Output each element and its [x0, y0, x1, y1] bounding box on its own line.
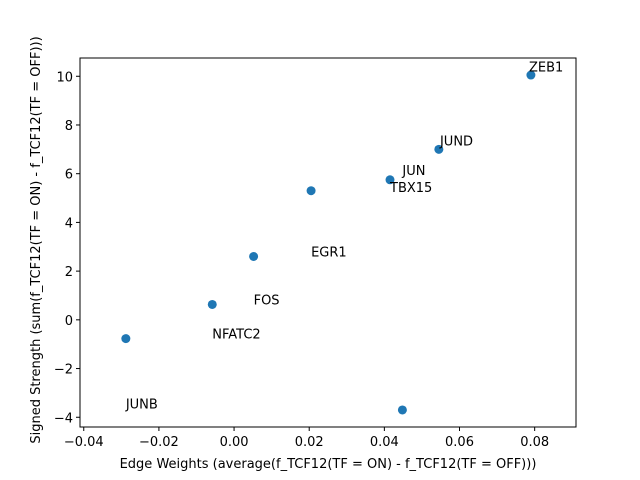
point-label: TBX15 — [389, 181, 432, 196]
point-label: FOS — [254, 293, 280, 308]
data-point — [434, 144, 444, 154]
data-point — [249, 252, 259, 262]
point-label: JUND — [439, 135, 473, 150]
point-label: ZEB1 — [529, 60, 563, 75]
y-tick-label: −4 — [54, 411, 73, 426]
x-tick-label: 0.00 — [220, 435, 249, 450]
data-point — [306, 186, 316, 196]
x-axis-label: Edge Weights (average(f_TCF12(TF = ON) -… — [120, 457, 537, 472]
data-point — [121, 334, 131, 344]
data-point — [397, 405, 407, 415]
data-point — [526, 70, 536, 80]
point-labels: ZEB1 JUND JUN TBX15 EGR1 FOS NFATC2 JUNB — [125, 60, 564, 412]
data-points — [121, 70, 536, 415]
y-tick-label: 10 — [56, 70, 73, 85]
data-point — [385, 175, 395, 185]
y-axis-label: Signed Strength (sum(f_TCF12(TF = ON) - … — [29, 36, 44, 443]
axes: −0.04 −0.02 0.00 0.02 0.04 0.06 0.08 −4 −2 0 2 4 6 8 1… — [54, 57, 577, 450]
point-label: EGR1 — [311, 246, 347, 261]
y-tick-label: 4 — [65, 216, 73, 231]
x-tick-label: −0.02 — [139, 435, 179, 450]
data-point — [207, 299, 217, 309]
x-tick-label: 0.02 — [295, 435, 324, 450]
point-label: JUNB — [125, 398, 158, 413]
x-tick-label: −0.04 — [64, 435, 104, 450]
x-tick-label: 0.04 — [370, 435, 399, 450]
y-tick-label: −2 — [54, 363, 73, 378]
point-label: NFATC2 — [212, 328, 260, 343]
y-tick-label: 2 — [65, 265, 73, 280]
y-tick-label: 8 — [65, 119, 73, 134]
plot-frame — [79, 57, 577, 428]
point-label: JUN — [401, 164, 425, 179]
y-tick-label: 6 — [65, 168, 73, 183]
y-tick-label: 0 — [65, 314, 73, 329]
x-tick-label: 0.06 — [445, 435, 474, 450]
x-tick-label: 0.08 — [520, 435, 549, 450]
